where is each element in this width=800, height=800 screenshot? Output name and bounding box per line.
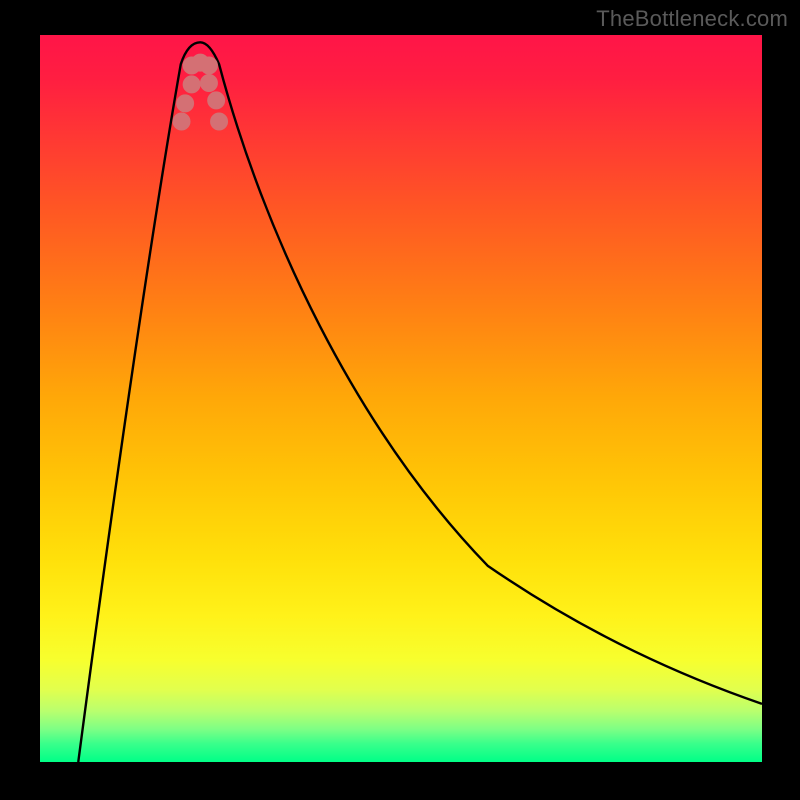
marker-dot <box>173 113 190 130</box>
marker-dot <box>200 74 217 91</box>
marker-dot <box>183 76 200 93</box>
marker-dot <box>211 113 228 130</box>
marker-dot <box>200 57 217 74</box>
plot-area <box>40 35 762 762</box>
bottleneck-curve <box>78 42 762 762</box>
marker-dot <box>177 95 194 112</box>
watermark-text: TheBottleneck.com <box>596 6 788 32</box>
marker-dot <box>208 92 225 109</box>
chart-container: TheBottleneck.com <box>0 0 800 800</box>
curve-layer <box>40 35 762 762</box>
